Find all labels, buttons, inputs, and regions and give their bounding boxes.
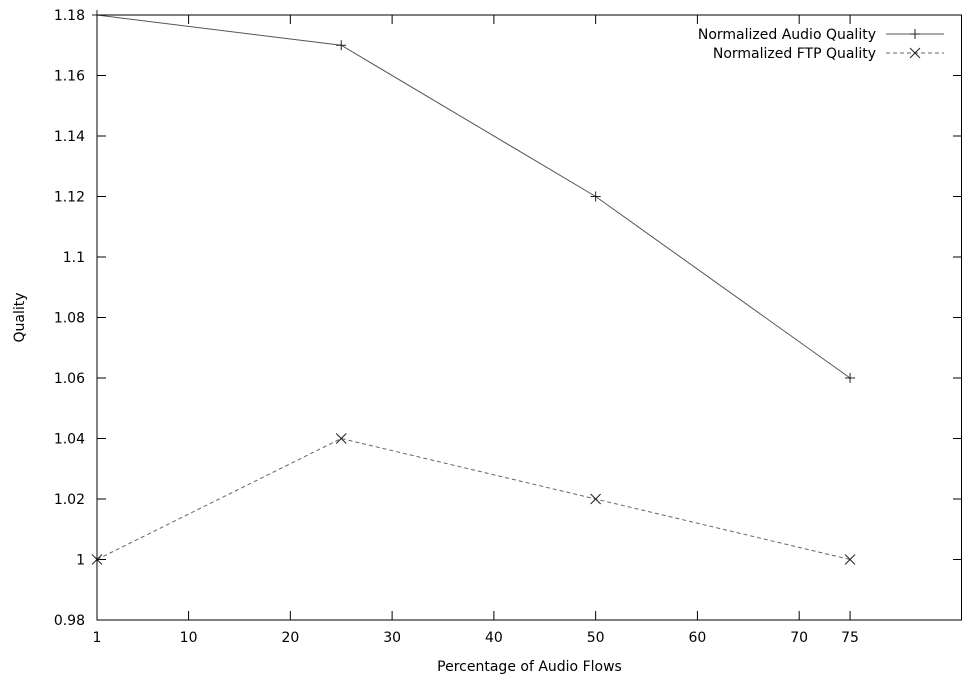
y-tick-label: 1.12	[54, 190, 85, 206]
legend: Normalized Audio Quality Normalized FTP Q…	[698, 27, 944, 62]
axis-ticks	[96, 14, 962, 621]
x-tick-label: 70	[790, 630, 808, 646]
series-layer	[91, 10, 856, 565]
y-tick-label: 1.18	[54, 8, 85, 24]
y-tick-label: 1.16	[54, 69, 85, 85]
data-point-2	[590, 493, 602, 505]
series-line-1	[96, 14, 851, 379]
y-tick-label: 1.08	[54, 311, 85, 327]
y-tick-label: 1.14	[54, 129, 85, 145]
y-tick-label: 1	[76, 553, 85, 569]
y-tick-label: 1.06	[54, 371, 85, 387]
x-tick-label: 20	[281, 630, 299, 646]
x-tick-label: 75	[841, 630, 859, 646]
y-axis-title: Quality	[12, 292, 28, 342]
x-tick-label: 1	[93, 630, 102, 646]
legend-marker-2	[909, 47, 921, 59]
x-tick-labels: 1 10 20 30 40 50 60 70 75	[93, 630, 859, 646]
y-tick-labels: 0.98 1 1.02 1.04 1.06 1.08 1.1 1.12 1.14 1.16 1.18	[54, 8, 85, 629]
y-tick-label: 0.98	[54, 613, 85, 629]
data-point-1	[590, 191, 601, 202]
legend-label-1: Normalized Audio Quality	[698, 27, 876, 43]
x-tick-label: 10	[180, 630, 198, 646]
plot-frame	[96, 14, 962, 621]
y-tick-label: 1.1	[63, 250, 85, 266]
y-tick-label: 1.02	[54, 492, 85, 508]
data-point-1	[336, 40, 347, 51]
data-point-2	[335, 433, 347, 444]
y-tick-label: 1.04	[54, 432, 85, 448]
series-line-2	[96, 437, 851, 560]
data-point-1	[845, 373, 856, 383]
legend-label-2: Normalized FTP Quality	[713, 46, 876, 62]
x-tick-label: 50	[587, 630, 605, 646]
x-tick-label: 60	[688, 630, 706, 646]
data-point-2	[844, 554, 856, 565]
x-tick-label: 40	[485, 630, 503, 646]
x-tick-label: 30	[383, 630, 401, 646]
legend-marker-1	[910, 29, 920, 39]
x-axis-title: Percentage of Audio Flows	[437, 659, 622, 675]
